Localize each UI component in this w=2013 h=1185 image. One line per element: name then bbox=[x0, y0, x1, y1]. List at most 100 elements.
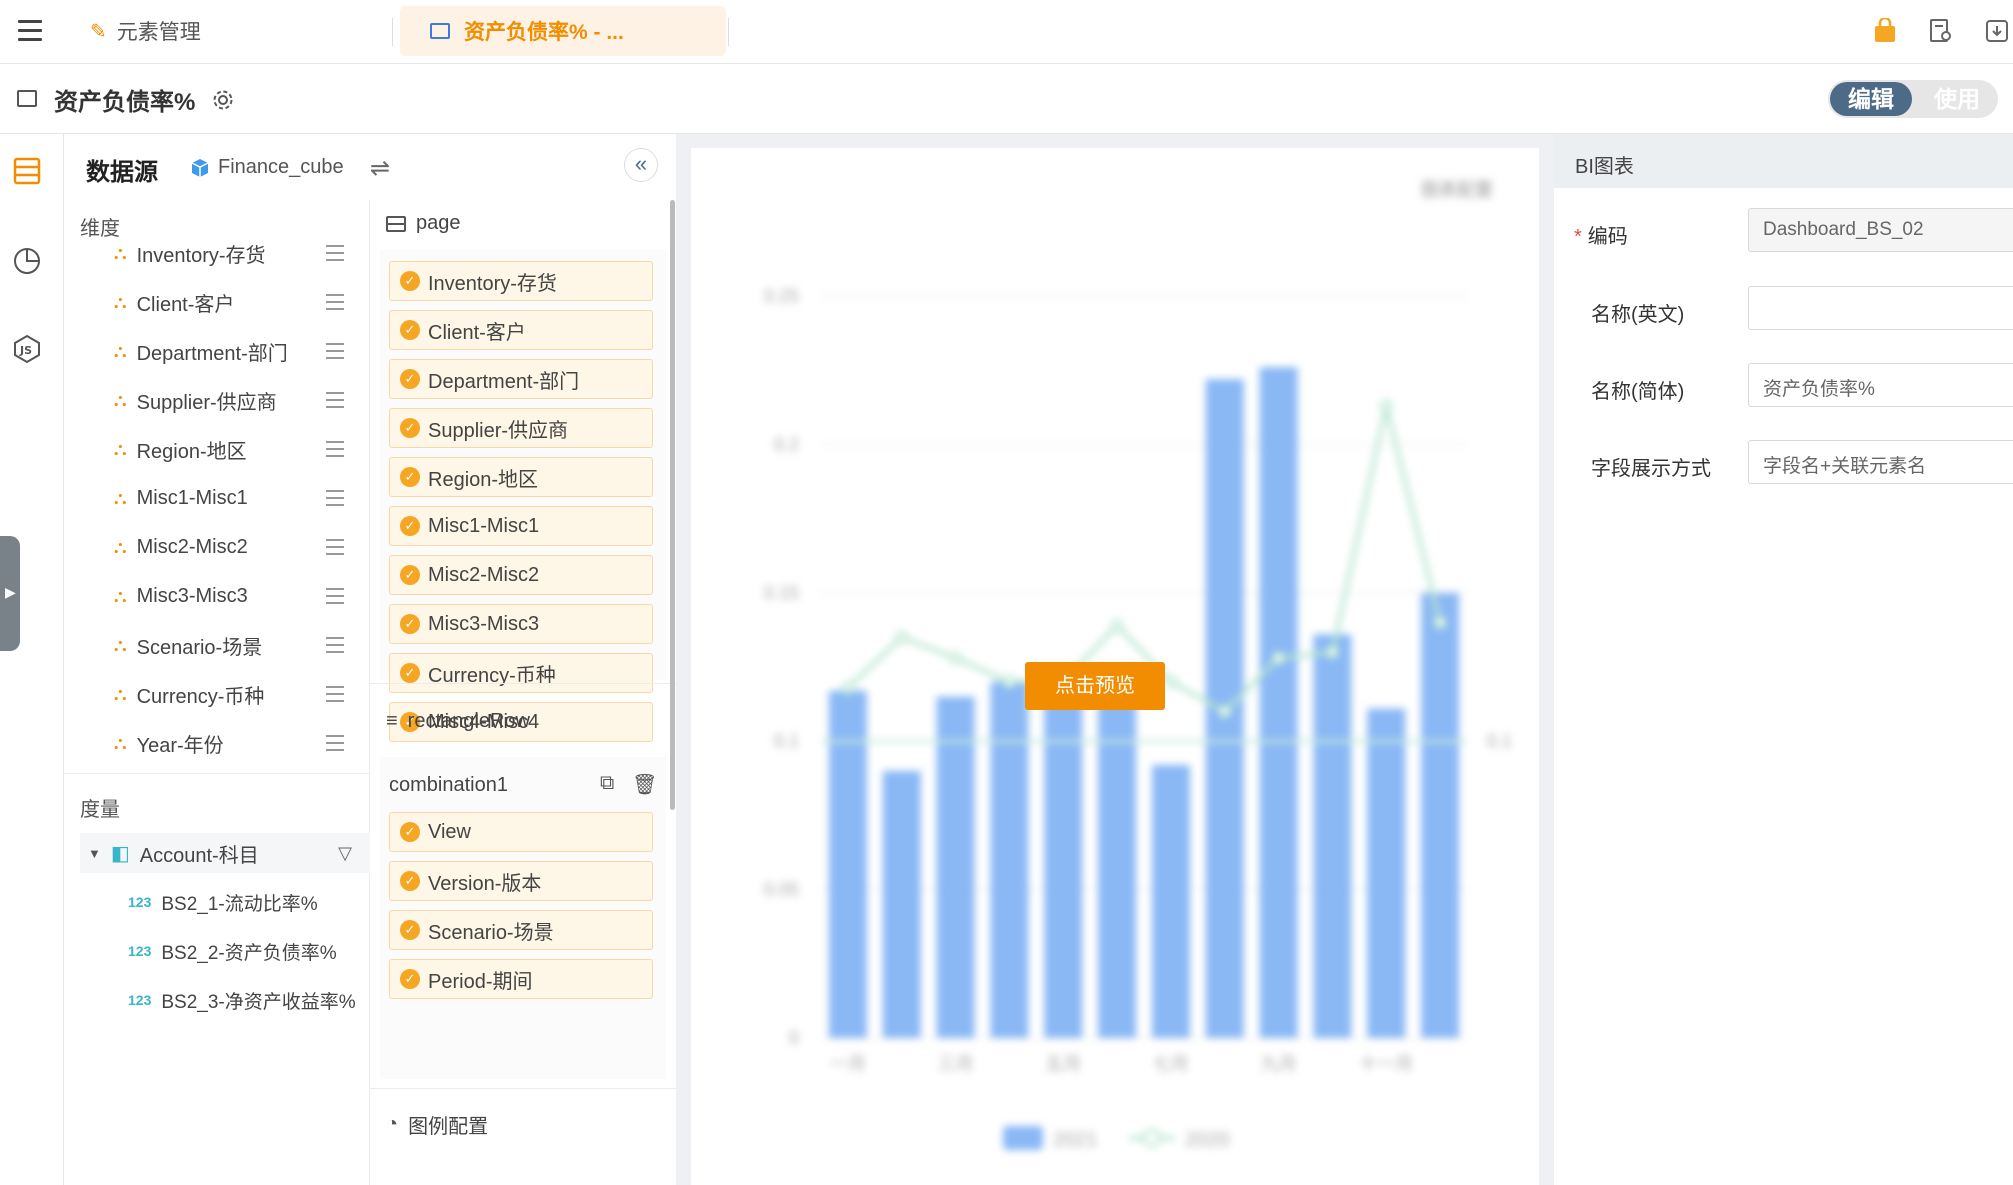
dimension-item[interactable]: ⛬ Inventory-存货 bbox=[114, 233, 364, 273]
delete-icon[interactable]: 🗑 bbox=[632, 774, 658, 796]
field-display-select[interactable]: 字段名+关联元素名 bbox=[1748, 440, 2013, 484]
bar bbox=[990, 681, 1029, 1038]
panel-scrollbar[interactable] bbox=[670, 200, 675, 810]
document-search-icon[interactable] bbox=[1928, 18, 1954, 44]
page-field-chip[interactable]: Misc3-Misc3 bbox=[389, 604, 653, 644]
page-field-chip[interactable]: Department-部门 bbox=[389, 359, 653, 399]
x-tick-label: 三月 bbox=[938, 1054, 974, 1074]
line-point bbox=[1379, 399, 1393, 413]
page-field-chip[interactable]: Misc4-Misc4 bbox=[389, 702, 653, 742]
required-mark: * bbox=[1574, 226, 1582, 248]
x-tick-label: 一月 bbox=[830, 1054, 866, 1074]
chip-label: Inventory-存货 bbox=[428, 272, 557, 295]
drag-handle-icon[interactable] bbox=[326, 392, 344, 413]
measure-label: BS2_3-净资产收益率% bbox=[161, 991, 356, 1013]
drag-handle-icon[interactable] bbox=[326, 245, 344, 266]
dimension-item[interactable]: ⛬ Misc3-Misc3 bbox=[114, 576, 364, 616]
dimension-item[interactable]: ⛬ Department-部门 bbox=[114, 331, 364, 371]
line-point bbox=[1218, 705, 1232, 719]
drag-handle-icon[interactable] bbox=[326, 294, 344, 315]
preview-button[interactable]: 点击预览 bbox=[1025, 662, 1165, 710]
drag-handle-icon[interactable] bbox=[326, 539, 344, 560]
page-field-chip[interactable]: Misc1-Misc1 bbox=[389, 506, 653, 546]
tab-element-management[interactable]: ✎ 元素管理 bbox=[90, 6, 390, 56]
measure-item[interactable]: 123 BS2_2-资产负债率% bbox=[128, 931, 337, 971]
bar bbox=[882, 770, 921, 1038]
mode-toggle[interactable]: 编辑 使用 bbox=[1828, 80, 1998, 118]
drag-handle-icon[interactable] bbox=[326, 490, 344, 511]
code-field[interactable]: Dashboard_BS_02 bbox=[1748, 208, 2013, 252]
page-field-chip[interactable]: Client-客户 bbox=[389, 310, 653, 350]
filter-icon[interactable]: ▽ bbox=[338, 842, 352, 863]
datasource-icon[interactable] bbox=[12, 156, 42, 186]
menu-icon[interactable] bbox=[18, 20, 42, 42]
drag-handle-icon[interactable] bbox=[326, 441, 344, 462]
switch-icon[interactable]: ⇌ bbox=[370, 155, 391, 182]
dimension-icon: ⛬ bbox=[114, 585, 127, 606]
page-field-chip[interactable]: Currency-币种 bbox=[389, 653, 653, 693]
combination-field-chip[interactable]: View bbox=[389, 812, 653, 852]
bar bbox=[1151, 764, 1190, 1038]
datasource-panel: 数据源 Finance_cube ⇌ « 维度 ⛬ Inventory-存货 ⛬ Cl… bbox=[64, 134, 676, 1185]
y-tick-label: 0.1 bbox=[774, 731, 799, 751]
chip-label: Period-期间 bbox=[428, 970, 533, 993]
dimension-item[interactable]: ⛬ Supplier-供应商 bbox=[114, 380, 364, 420]
expand-handle[interactable]: ▶ bbox=[0, 536, 20, 651]
chip-label: Misc2-Misc2 bbox=[428, 563, 540, 586]
settings-icon[interactable] bbox=[212, 89, 234, 111]
chart-svg: 图表配置 0 0.05 0.1 0.15 0.2 0.25 0.1 一月 三月 五月 七月 九月 十一月… bbox=[764, 180, 1512, 1151]
name-cn-field[interactable]: 资产负债率% bbox=[1748, 363, 2013, 407]
page-field-chip[interactable]: Region-地区 bbox=[389, 457, 653, 497]
x-tick-label: 十一月 bbox=[1359, 1054, 1413, 1074]
combination-field-chip[interactable]: Version-版本 bbox=[389, 861, 653, 901]
dimension-icon: ⛬ bbox=[114, 683, 127, 704]
chip-label: Scenario-场景 bbox=[428, 921, 554, 944]
drag-handle-icon[interactable] bbox=[326, 588, 344, 609]
dimension-item[interactable]: ⛬ Misc1-Misc1 bbox=[114, 478, 364, 518]
double-chevron-left-icon: « bbox=[634, 151, 648, 176]
combination-field-chip[interactable]: Period-期间 bbox=[389, 959, 653, 999]
drag-handle-icon[interactable] bbox=[326, 735, 344, 756]
dimension-item[interactable]: ⛬ Scenario-场景 bbox=[114, 625, 364, 665]
page-field-chip[interactable]: Misc2-Misc2 bbox=[389, 555, 653, 595]
chip-label: Supplier-供应商 bbox=[428, 419, 569, 442]
download-icon[interactable] bbox=[1984, 18, 2010, 44]
measure-item[interactable]: 123 BS2_1-流动比率% bbox=[128, 882, 318, 922]
name-en-field[interactable] bbox=[1748, 286, 2013, 330]
dimension-icon: ⛬ bbox=[114, 487, 127, 508]
drag-handle-icon[interactable] bbox=[326, 343, 344, 364]
page-title: 资产负债率% bbox=[54, 89, 196, 116]
bar bbox=[828, 690, 867, 1038]
pie-chart-icon[interactable] bbox=[12, 246, 42, 276]
dimension-item[interactable]: ⛬ Client-客户 bbox=[114, 282, 364, 322]
combination-field-chip[interactable]: Scenario-场景 bbox=[389, 910, 653, 950]
dimension-label: Inventory-存货 bbox=[136, 244, 266, 267]
dimension-item[interactable]: ⛬ Misc2-Misc2 bbox=[114, 527, 364, 567]
bar bbox=[1259, 367, 1298, 1038]
drag-handle-icon[interactable] bbox=[326, 686, 344, 707]
dimension-item[interactable]: ⛬ Year-年份 bbox=[114, 723, 364, 763]
copy-icon[interactable]: ⧉ bbox=[600, 772, 615, 794]
chip-label: Misc4-Misc4 bbox=[428, 710, 540, 733]
palette-icon: ◔ bbox=[386, 1113, 399, 1135]
legend-config-header[interactable]: ◔ 图例配置 bbox=[386, 1110, 488, 1139]
account-node[interactable]: ▼ ◧ Account-科目 ▽ bbox=[80, 833, 370, 873]
drag-handle-icon[interactable] bbox=[326, 637, 344, 658]
bag-icon[interactable] bbox=[1872, 18, 1898, 44]
measure-item[interactable]: 123 BS2_3-净资产收益率% bbox=[128, 980, 356, 1020]
cube-selector[interactable]: Finance_cube bbox=[190, 156, 344, 179]
collapse-panel-button[interactable]: « bbox=[624, 148, 658, 182]
page-field-chip[interactable]: Supplier-供应商 bbox=[389, 408, 653, 448]
y-tick-label: 0.2 bbox=[774, 434, 799, 454]
table-icon bbox=[386, 215, 406, 232]
dimension-item[interactable]: ⛬ Region-地区 bbox=[114, 429, 364, 469]
tab-asset-liability[interactable]: 资产负债率% - ... bbox=[400, 6, 726, 56]
page-field-chip[interactable]: Inventory-存货 bbox=[389, 261, 653, 301]
line-point bbox=[1002, 675, 1016, 689]
use-mode-button[interactable]: 使用 bbox=[1934, 86, 1980, 112]
bar bbox=[936, 696, 975, 1038]
measures-label: 度量 bbox=[80, 799, 120, 821]
javascript-icon[interactable]: JS bbox=[12, 334, 42, 364]
edit-mode-button[interactable]: 编辑 bbox=[1830, 82, 1912, 116]
dimension-item[interactable]: ⛬ Currency-币种 bbox=[114, 674, 364, 714]
